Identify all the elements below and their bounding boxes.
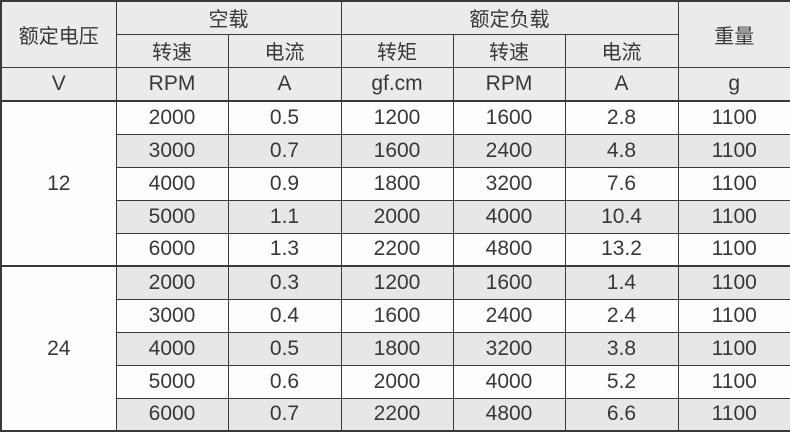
table-cell: 4800 bbox=[452, 397, 566, 432]
table-cell: 1100 bbox=[677, 298, 790, 333]
table-cell: 4000 bbox=[452, 364, 566, 399]
table-cell: 1.1 bbox=[227, 199, 342, 234]
table-cell: 0.7 bbox=[227, 397, 342, 432]
table-cell: 1100 bbox=[677, 331, 790, 366]
table-cell: 2000 bbox=[115, 265, 229, 300]
header-rated-voltage: 额定电压 bbox=[0, 0, 117, 68]
unit-load-speed: RPM bbox=[452, 66, 566, 102]
table-cell: 3200 bbox=[452, 166, 566, 201]
table-cell: 2000 bbox=[340, 199, 454, 234]
table-row: 3000 0.4 1600 2400 2.4 1100 bbox=[1, 298, 790, 333]
header-no-load-speed: 转速 bbox=[115, 33, 229, 68]
header-no-load-current: 电流 bbox=[227, 33, 342, 68]
header-no-load: 空载 bbox=[115, 0, 342, 35]
header-load-current: 电流 bbox=[564, 33, 679, 68]
table-cell: 4000 bbox=[452, 199, 566, 234]
table-row: 24 2000 0.3 1200 1600 1.4 1100 bbox=[0, 265, 790, 432]
table-cell: 3200 bbox=[452, 331, 566, 366]
table-cell: 1.3 bbox=[227, 232, 342, 267]
table-cell: 1600 bbox=[452, 265, 566, 300]
header-row-columns: 转速 电流 转矩 转速 电流 bbox=[1, 33, 790, 68]
table-cell: 1200 bbox=[340, 265, 454, 300]
table-cell: 10.4 bbox=[564, 199, 679, 234]
unit-torque: gf.cm bbox=[340, 66, 454, 102]
table-cell: 2000 bbox=[115, 100, 229, 135]
table-cell: 2.8 bbox=[564, 100, 679, 135]
table-cell: 4000 bbox=[115, 331, 229, 366]
table-cell: 3.8 bbox=[564, 331, 679, 366]
table-cell: 4800 bbox=[452, 232, 566, 267]
table-row: 4000 0.5 1800 3200 3.8 1100 bbox=[1, 331, 790, 366]
table-cell: 0.6 bbox=[227, 364, 342, 399]
table-cell: 1100 bbox=[677, 166, 790, 201]
table-cell: 1100 bbox=[677, 397, 790, 432]
table-cell: 1100 bbox=[677, 133, 790, 168]
table-cell: 13.2 bbox=[564, 232, 679, 267]
table-cell: 1200 bbox=[340, 100, 454, 135]
table-cell: 4000 bbox=[115, 166, 229, 201]
table-cell: 2400 bbox=[452, 133, 566, 168]
table-cell: 0.3 bbox=[227, 265, 342, 300]
table-cell: 1100 bbox=[677, 364, 790, 399]
table-cell: 5.2 bbox=[564, 364, 679, 399]
voltage-cell-12: 12 bbox=[0, 100, 117, 267]
table-cell: 5000 bbox=[115, 199, 229, 234]
table-cell: 1600 bbox=[340, 133, 454, 168]
table-cell: 2.4 bbox=[564, 298, 679, 333]
table-cell: 6000 bbox=[115, 397, 229, 432]
table-cell: 1100 bbox=[677, 265, 790, 300]
table-cell: 0.5 bbox=[227, 100, 342, 135]
header-row-groups: 额定电压 空载 额定负载 重量 bbox=[0, 0, 790, 68]
table-row: 6000 0.7 2200 4800 6.6 1100 bbox=[1, 397, 790, 432]
voltage-cell-24: 24 bbox=[0, 265, 117, 432]
table-row: 6000 1.3 2200 4800 13.2 1100 bbox=[1, 232, 790, 267]
table-cell: 1100 bbox=[677, 100, 790, 135]
unit-no-load-current: A bbox=[227, 66, 342, 102]
table-cell: 2200 bbox=[340, 232, 454, 267]
table-cell: 0.5 bbox=[227, 331, 342, 366]
table-cell: 1600 bbox=[340, 298, 454, 333]
table-cell: 1100 bbox=[677, 232, 790, 267]
table-cell: 1800 bbox=[340, 166, 454, 201]
table-cell: 2400 bbox=[452, 298, 566, 333]
table-cell: 0.7 bbox=[227, 133, 342, 168]
table-cell: 0.4 bbox=[227, 298, 342, 333]
table-row: 12 2000 0.5 1200 1600 2.8 1100 bbox=[0, 100, 790, 267]
table-row: 5000 0.6 2000 4000 5.2 1100 bbox=[1, 364, 790, 399]
table-cell: 1100 bbox=[677, 199, 790, 234]
table-cell: 6.6 bbox=[564, 397, 679, 432]
units-row: V RPM A gf.cm RPM A g bbox=[0, 66, 790, 102]
table-cell: 2200 bbox=[340, 397, 454, 432]
table-row: 5000 1.1 2000 4000 10.4 1100 bbox=[1, 199, 790, 234]
unit-weight: g bbox=[677, 66, 790, 102]
table-cell: 7.6 bbox=[564, 166, 679, 201]
table-cell: 3000 bbox=[115, 298, 229, 333]
header-rated-load: 额定负载 bbox=[340, 0, 679, 35]
table-row: 4000 0.9 1800 3200 7.6 1100 bbox=[1, 166, 790, 201]
table-cell: 2000 bbox=[340, 364, 454, 399]
table-cell: 1.4 bbox=[564, 265, 679, 300]
table-cell: 1800 bbox=[340, 331, 454, 366]
unit-no-load-speed: RPM bbox=[115, 66, 229, 102]
table-cell: 6000 bbox=[115, 232, 229, 267]
table-cell: 4.8 bbox=[564, 133, 679, 168]
table-row: 3000 0.7 1600 2400 4.8 1100 bbox=[1, 133, 790, 168]
header-load-speed: 转速 bbox=[452, 33, 566, 68]
table-cell: 3000 bbox=[115, 133, 229, 168]
table-cell: 5000 bbox=[115, 364, 229, 399]
table-cell: 1600 bbox=[452, 100, 566, 135]
unit-voltage: V bbox=[0, 66, 117, 102]
header-weight: 重量 bbox=[677, 0, 790, 68]
table-cell: 0.9 bbox=[227, 166, 342, 201]
header-torque: 转矩 bbox=[340, 33, 454, 68]
unit-load-current: A bbox=[564, 66, 679, 102]
